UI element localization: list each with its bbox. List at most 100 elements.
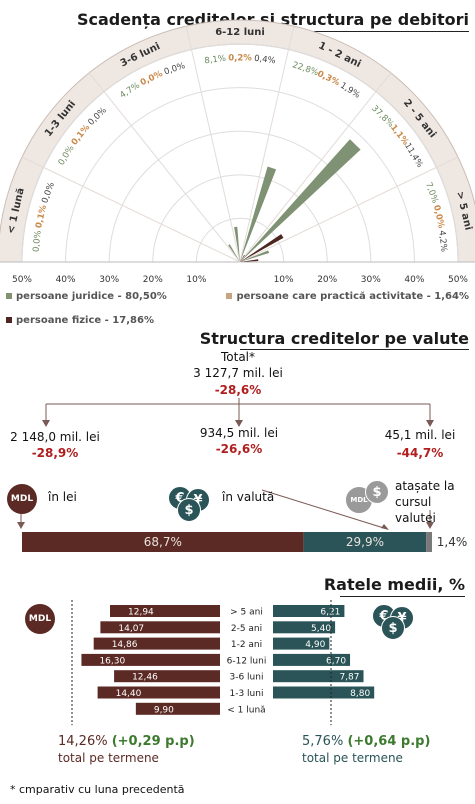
mdl-total-change: (+0,29 p.p): [111, 734, 195, 749]
radar-value-label: 0,1%: [34, 204, 49, 230]
currency-share-segment: [303, 532, 427, 552]
rate-value-mdl: 9,90: [154, 705, 174, 715]
atasate-value: 45,1 mil. lei: [384, 428, 456, 442]
rate-value-fx: 6,21: [320, 608, 340, 618]
fx-total-note: total pe termene: [302, 751, 403, 765]
radar-scale-right: 20%: [317, 275, 337, 285]
valuta-value: 934,5 mil. lei: [199, 426, 279, 440]
lei-change: -28,9%: [31, 446, 79, 460]
valuta-label: în valută: [222, 490, 275, 504]
fx-total-change: (+0,64 p.p): [347, 734, 431, 749]
total-label: Total*: [220, 350, 256, 364]
radar-value-label: 0,3%: [316, 69, 342, 88]
rate-value-fx: 7,87: [339, 673, 359, 683]
rate-bar-fx: [273, 686, 375, 699]
rates-mdl-badge: MDL: [25, 604, 55, 634]
radar-bar: [240, 250, 270, 262]
rate-value-mdl: 14,40: [116, 689, 142, 699]
rate-category-label: 1-2 ani: [231, 640, 262, 650]
radar-scale-right: 40%: [404, 275, 424, 285]
rate-category-label: 1-3 luni: [230, 689, 264, 699]
radar-bar: [240, 139, 361, 262]
radar-bar: [240, 258, 244, 262]
radar-value-label: 0,0%: [86, 106, 108, 128]
currency-title-rule: [240, 349, 469, 350]
legend-practica: persoane care practică activitate - 1,64…: [226, 291, 469, 302]
radar-value-label: 4,7%: [118, 81, 142, 101]
radar-scale-left: 20%: [143, 275, 163, 285]
radar-value-label: 11,4%: [402, 141, 425, 169]
currency-share-label: 68,7%: [144, 535, 182, 549]
rate-bar-mdl: [135, 702, 220, 715]
atasate-change: -44,7%: [396, 446, 444, 460]
radar-grid-arc: [21, 43, 459, 263]
fx-total: 5,76% (+0,64 p.p): [302, 734, 430, 749]
radar-sector-divider: [239, 156, 459, 263]
radar-scale-left: 10%: [186, 275, 206, 285]
radar-bucket-label: 6-12 luni: [215, 27, 265, 38]
currency-share-segment: [22, 532, 304, 552]
currency-share-label: 29,9%: [346, 535, 384, 549]
radar-value-label: 0,0%: [31, 230, 43, 253]
radar-bar: [240, 254, 245, 262]
radar-value-label: 0,2%: [228, 54, 252, 64]
rate-bar-mdl: [114, 670, 220, 683]
rate-value-fx: 5,40: [311, 624, 331, 634]
mdl-total-note: total pe termene: [58, 751, 159, 765]
rate-bar-mdl: [110, 605, 220, 617]
radar-legend: persoane juridice - 80,50% persoane care…: [6, 291, 471, 331]
legend-juridice: persoane juridice - 80,50%: [6, 291, 167, 302]
radar-sector-divider: [21, 156, 241, 263]
radar-scale-left: 30%: [99, 275, 119, 285]
rates-title-rule: [340, 596, 465, 597]
rates-foreign-icon: € ¥ $: [372, 604, 416, 640]
rate-value-mdl: 12,46: [132, 673, 158, 683]
rate-value-fx: 8,80: [350, 689, 370, 699]
radar-scale-right: 10%: [274, 275, 294, 285]
atasate-label: atașate la cursul valutei: [395, 479, 455, 525]
radar-value-label: 1,9%: [338, 81, 362, 101]
rate-value-mdl: 12,94: [128, 608, 154, 618]
currency-share-segment: [426, 532, 432, 552]
mdl-badge: MDL: [7, 484, 37, 514]
rate-bar-fx: [273, 621, 336, 634]
radar-sector-divider: [239, 72, 392, 263]
radar-value-label: 0,4%: [253, 54, 276, 67]
rate-bar-mdl: [81, 653, 220, 666]
mdl-total: 14,26% (+0,29 p.p): [58, 734, 195, 749]
footnote: * cmparativ cu luna precedentă: [10, 783, 185, 796]
foreign-currency-icon: € ¥ $: [168, 486, 212, 522]
radar-bar: [240, 166, 277, 262]
rate-bar-fx: [273, 670, 364, 683]
legend-juridice-label: persoane juridice - 80,50%: [16, 291, 167, 302]
radar-value-label: 4,2%: [436, 230, 448, 253]
radar-grid-arc: [152, 174, 328, 263]
radar-value-label: 0,0%: [139, 69, 165, 88]
radar-grid-arc: [195, 217, 285, 263]
rate-bar-mdl: [93, 637, 220, 650]
rate-bar-mdl: [100, 621, 220, 634]
radar-value-label: 0,0%: [163, 61, 187, 77]
radar-bar: [240, 234, 284, 262]
rate-value-mdl: 14,07: [118, 624, 144, 634]
rate-value-fx: 6,70: [326, 656, 346, 666]
lei-label: în lei: [48, 490, 77, 504]
radar-value-label: 0,0%: [57, 144, 77, 168]
rates-chart: 12,94 6,21 > 5 ani 14,07 5,40 2-5 ani 14,86 4,9…: [71, 600, 375, 726]
radar-value-label: 0,0%: [431, 204, 446, 230]
pegged-currency-icon: MDL $: [345, 480, 389, 516]
currency-connectors: [17, 398, 434, 530]
radar-scale-right: 50%: [448, 275, 468, 285]
lei-value: 2 148,0 mil. lei: [10, 430, 100, 444]
rate-bar-mdl: [97, 686, 220, 699]
legend-fizice: persoane fizice - 17,86%: [6, 315, 154, 326]
radar-scale-left: 40%: [56, 275, 76, 285]
rate-category-label: < 1 lună: [227, 705, 265, 715]
legend-fizice-label: persoane fizice - 17,86%: [16, 315, 154, 326]
legend-practica-label: persoane care practică activitate - 1,64…: [236, 291, 469, 302]
radar-scale-right: 30%: [361, 275, 381, 285]
rate-bar-fx: [273, 605, 345, 617]
radar-scale-left: 50%: [12, 275, 32, 285]
valuta-change: -26,6%: [215, 442, 263, 456]
